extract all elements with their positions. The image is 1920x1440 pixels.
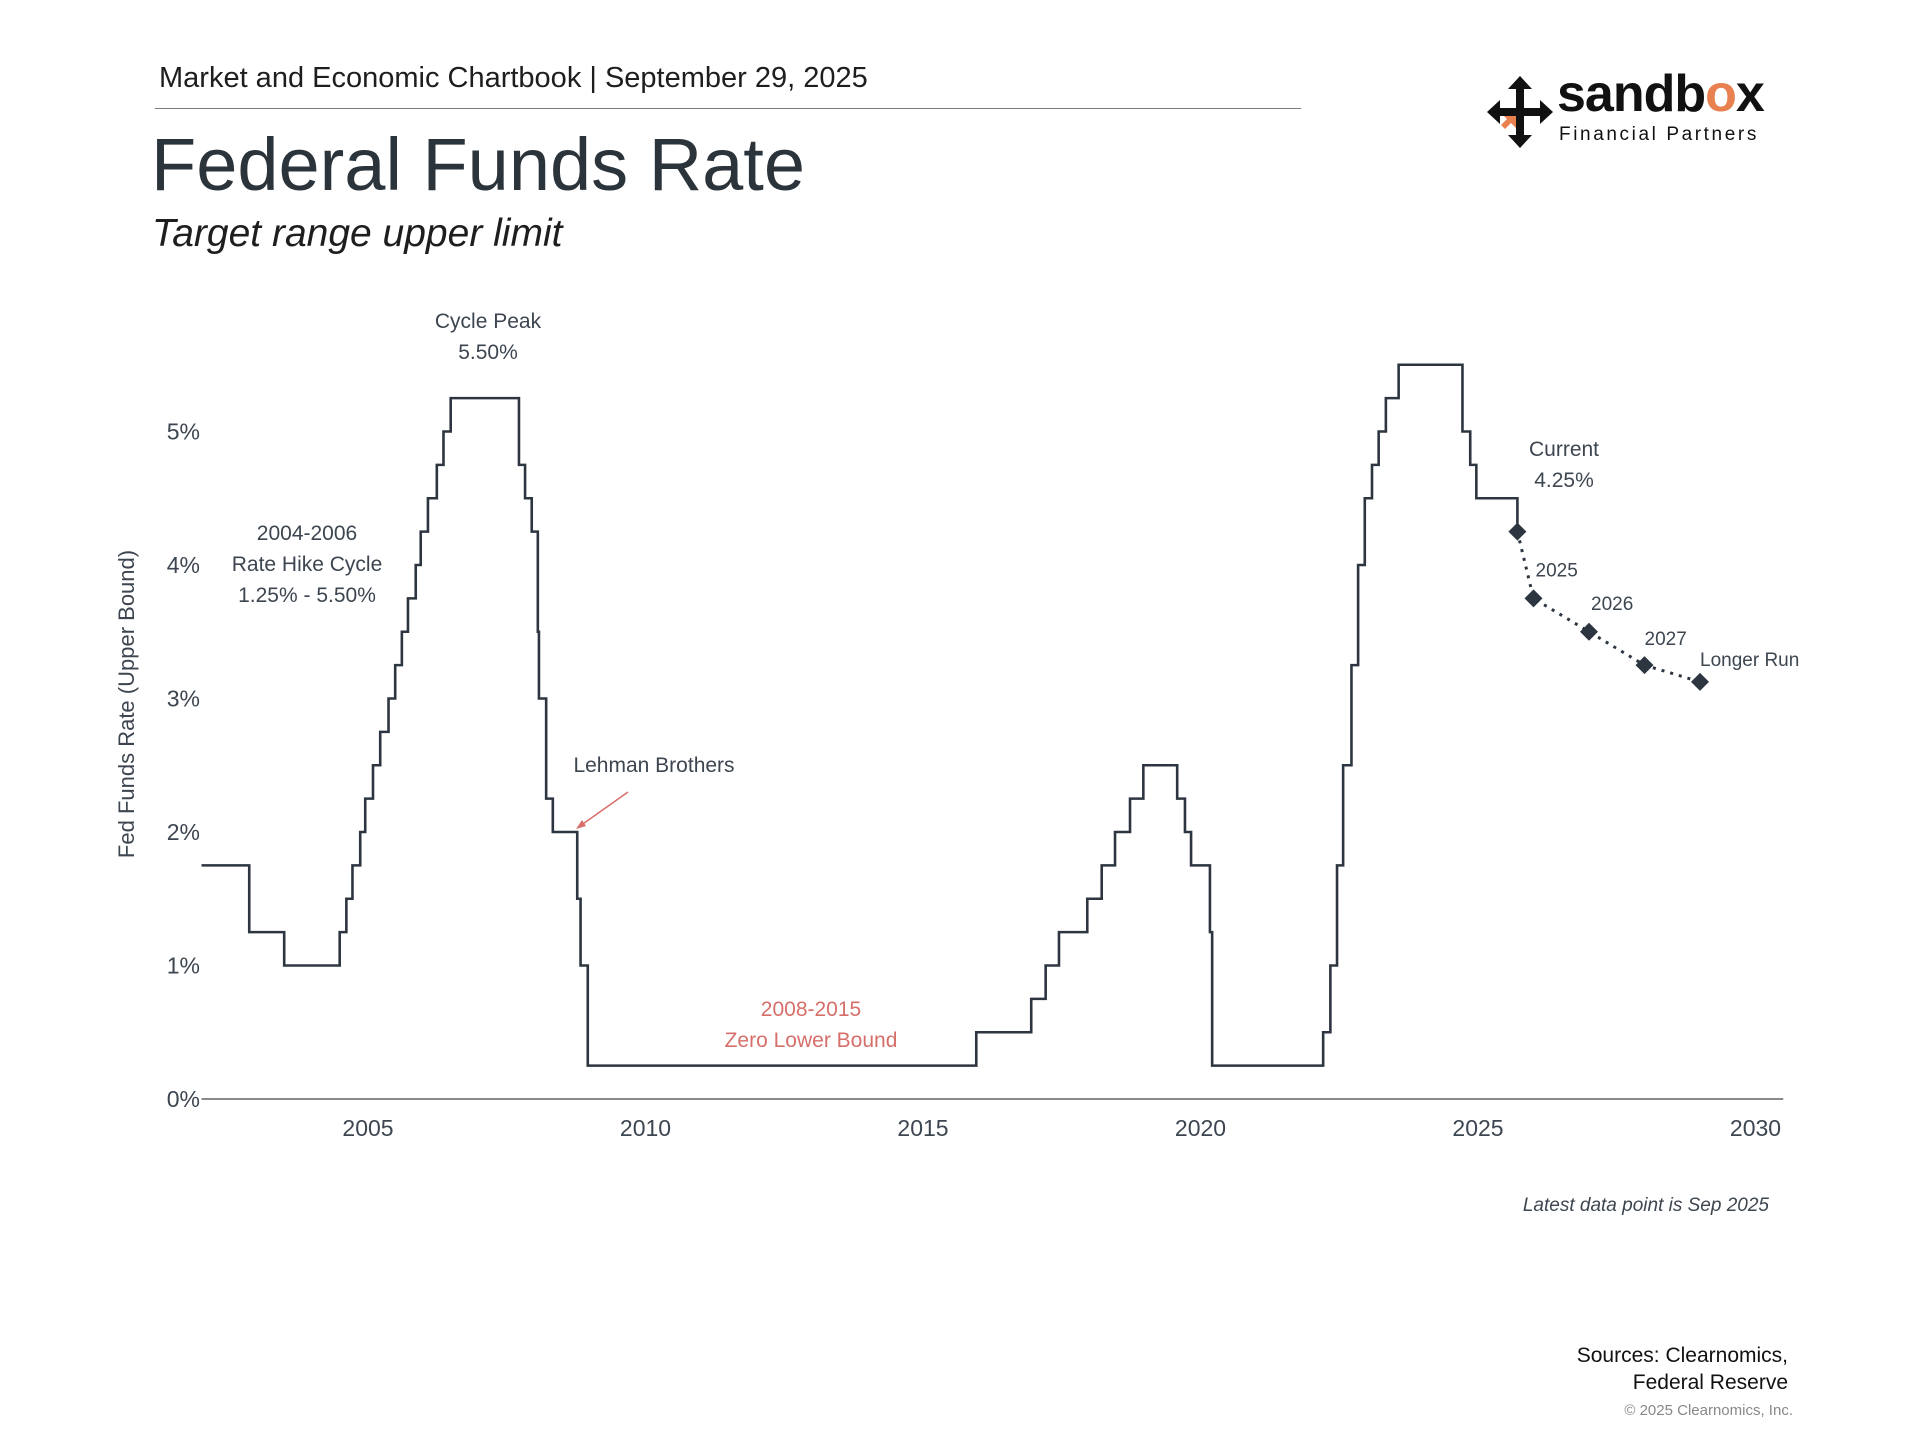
- page-subtitle: Target range upper limit: [152, 212, 563, 255]
- arrows-logo-icon: [1487, 76, 1553, 148]
- annotation-line: Zero Lower Bound: [724, 1029, 898, 1052]
- y-tick-label: 3%: [167, 686, 200, 712]
- y-axis-label: Fed Funds Rate (Upper Bound): [114, 550, 139, 858]
- x-tick-label: 2025: [1452, 1115, 1503, 1141]
- sources: Sources: Clearnomics, Federal Reserve: [1577, 1342, 1788, 1396]
- sources-line: Sources: Clearnomics,: [1576, 1344, 1788, 1367]
- x-tick-label: 2030: [1730, 1115, 1781, 1141]
- sandbox-logo: sandbox Financial Partners: [1487, 65, 1777, 152]
- lehman-arrow-head: [576, 820, 586, 829]
- sources-line: Federal Reserve: [1632, 1371, 1788, 1394]
- lehman-annotation: Lehman Brothers: [573, 754, 735, 777]
- latest-data-note: Latest data point is Sep 2025: [1522, 1195, 1769, 1216]
- y-tick-label: 2%: [167, 819, 200, 845]
- lehman-arrow: [579, 791, 629, 827]
- projection-label: Longer Run: [1700, 650, 1799, 671]
- projection-label: 2027: [1645, 629, 1687, 650]
- projection-marker: [1580, 622, 1598, 641]
- x-tick-label: 2005: [342, 1115, 393, 1141]
- annotation-line: Cycle Peak: [434, 310, 542, 333]
- y-tick-label: 5%: [167, 419, 200, 445]
- cycle-peak-annotation: Cycle Peak 5.50%: [435, 306, 541, 368]
- y-tick-label: 4%: [167, 552, 200, 578]
- annotation-line: 2008-2015: [760, 998, 862, 1021]
- annotation-line: 1.25% - 5.50%: [238, 584, 376, 607]
- annotation-line: 4.25%: [1534, 469, 1594, 492]
- x-tick-label: 2010: [620, 1115, 671, 1141]
- y-tick-label: 0%: [167, 1086, 200, 1112]
- projection-label: 2026: [1591, 594, 1633, 615]
- logo-wordmark: sandbox: [1557, 65, 1765, 123]
- y-tick-label: 1%: [167, 953, 200, 979]
- logo-tagline: Financial Partners: [1559, 124, 1759, 145]
- page-title: Federal Funds Rate: [151, 123, 806, 206]
- header-divider: [155, 108, 1301, 109]
- projection-marker: [1508, 522, 1527, 541]
- x-tick-label: 2020: [1175, 1115, 1226, 1141]
- projection-label: 2025: [1536, 560, 1578, 581]
- fed-funds-rate-line: [201, 363, 1519, 1067]
- annotation-line: Current: [1528, 438, 1600, 461]
- hike-cycle-annotation: 2004-2006 Rate Hike Cycle 1.25% - 5.50%: [232, 518, 383, 611]
- x-tick-label: 2015: [897, 1115, 948, 1141]
- projection-marker: [1691, 672, 1709, 691]
- annotation-line: Rate Hike Cycle: [231, 553, 383, 576]
- copyright: © 2025 Clearnomics, Inc.: [1624, 1402, 1793, 1419]
- current-annotation: Current 4.25%: [1529, 434, 1599, 496]
- projection-marker: [1524, 589, 1543, 608]
- zlb-annotation: 2008-2015 Zero Lower Bound: [725, 994, 898, 1056]
- projection-dotted-line: [1515, 531, 1701, 684]
- projection-marker: [1635, 656, 1654, 675]
- annotation-line: 5.50%: [458, 341, 518, 364]
- annotation-line: 2004-2006: [256, 522, 358, 545]
- chartbook-header: Market and Economic Chartbook | Septembe…: [159, 62, 868, 94]
